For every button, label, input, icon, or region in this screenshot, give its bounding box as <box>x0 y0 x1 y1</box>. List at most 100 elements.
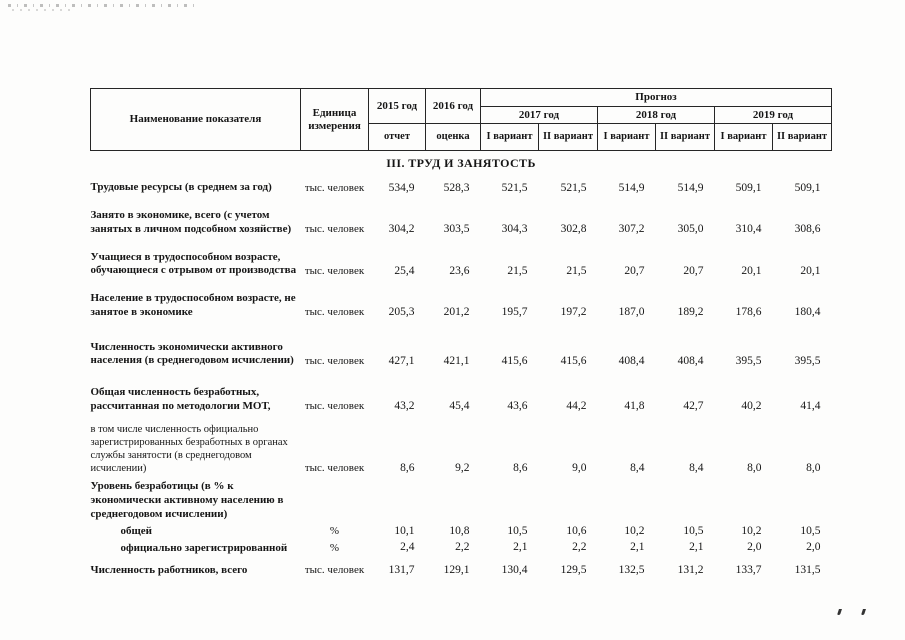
indicator-name: Трудовые ресурсы (в среднем за год) <box>90 181 272 194</box>
value-cell: 2,0 <box>747 541 762 554</box>
value-cell: 20,7 <box>624 264 645 277</box>
table-row: Численность экономически активного насел… <box>91 321 832 370</box>
value-cell: 187,0 <box>618 306 645 319</box>
section-title: III. ТРУД И ЗАНЯТОСТЬ <box>386 156 536 171</box>
header-row-years: 2017 год 2018 год 2019 год <box>91 105 833 125</box>
value-cell: 43,6 <box>507 400 528 413</box>
indicator-name: в том числе численность официально зарег… <box>90 423 288 474</box>
value-cell: 131,5 <box>794 564 821 577</box>
value-cell: 2,1 <box>689 541 704 554</box>
value-cell: 133,7 <box>735 564 762 577</box>
value-cell: 131,7 <box>388 564 415 577</box>
unit-cell: тыс. человек <box>304 264 365 277</box>
value-cell <box>656 476 715 522</box>
indicator-name: Население в трудоспособном возрасте, не … <box>90 292 296 318</box>
value-cell: 2,2 <box>572 541 587 554</box>
value-cell: 534,9 <box>388 181 415 194</box>
col-header-2018: 2018 год <box>597 105 715 125</box>
col-header-unit: Единица измерения <box>300 87 369 152</box>
table-row: Численность работников, всего тыс. челове… <box>91 556 832 579</box>
value-cell: 21,5 <box>566 264 587 277</box>
value-cell: 509,1 <box>794 181 821 194</box>
scan-artifact-bottom-2 <box>861 609 866 615</box>
table-row: Уровень безработицы (в % к экономически … <box>91 476 832 522</box>
value-cell: 408,4 <box>618 354 645 367</box>
value-cell: 395,5 <box>735 354 762 367</box>
value-cell: 415,6 <box>501 354 528 367</box>
unit-cell: тыс. человек <box>304 181 365 194</box>
value-cell: 509,1 <box>735 181 762 194</box>
unit-cell: тыс. человек <box>304 354 365 367</box>
col-subheader-estimate: оценка <box>425 123 481 152</box>
value-cell: 8,6 <box>400 461 415 474</box>
unit-cell: тыс. человек <box>304 400 365 413</box>
value-cell: 521,5 <box>501 181 528 194</box>
value-cell: 408,4 <box>677 354 704 367</box>
value-cell: 195,7 <box>501 306 528 319</box>
value-cell: 10,2 <box>624 524 645 537</box>
value-cell: 305,0 <box>677 223 704 236</box>
value-cell: 201,2 <box>443 306 470 319</box>
value-cell: 180,4 <box>794 306 821 319</box>
value-cell: 130,4 <box>501 564 528 577</box>
labor-employment-table: Наименование показателя Единица измерени… <box>90 87 833 579</box>
col-subheader-2018-variant2: II вариант <box>655 123 715 152</box>
indicator-name: Численность работников, всего <box>90 563 248 576</box>
value-cell: 23,6 <box>449 264 470 277</box>
value-cell: 514,9 <box>618 181 645 194</box>
value-cell: 395,5 <box>794 354 821 367</box>
table-row: Население в трудоспособном возрасте, не … <box>91 279 832 321</box>
value-cell: 10,6 <box>566 524 587 537</box>
table-row: Трудовые ресурсы (в среднем за год) тыс. … <box>91 174 832 196</box>
value-cell: 8,6 <box>513 461 528 474</box>
value-cell: 10,2 <box>741 524 762 537</box>
section-row: III. ТРУД И ЗАНЯТОСТЬ <box>91 151 832 175</box>
table-row: общей% 10,1 10,8 10,5 10,6 10,2 10,5 10,2 10,5 <box>91 522 832 539</box>
value-cell: 20,1 <box>741 264 762 277</box>
value-cell: 132,5 <box>618 564 645 577</box>
value-cell: 8,0 <box>747 461 762 474</box>
value-cell: 310,4 <box>735 223 762 236</box>
value-cell: 10,5 <box>683 524 704 537</box>
indicator-name: Численность экономически активного насел… <box>90 340 294 367</box>
value-cell <box>426 476 481 522</box>
header-row-variants: отчет оценка I вариант II вариант I вари… <box>91 123 833 152</box>
value-cell: 10,8 <box>449 524 470 537</box>
value-cell: 10,5 <box>507 524 528 537</box>
unit-cell: % <box>329 524 340 537</box>
table-header: Наименование показателя Единица измерени… <box>90 87 833 152</box>
value-cell: 303,5 <box>443 223 470 236</box>
header-row-top: Наименование показателя Единица измерени… <box>90 87 833 152</box>
indicator-name: Общая численность безработных, рассчитан… <box>90 386 271 412</box>
value-cell: 45,4 <box>449 400 470 413</box>
col-header-2017: 2017 год <box>480 105 598 125</box>
value-cell: 421,1 <box>443 354 470 367</box>
value-cell: 21,5 <box>507 264 528 277</box>
value-cell: 10,1 <box>394 524 415 537</box>
table-row: Занято в экономике, всего (с учетом заня… <box>91 196 832 238</box>
indicator-name: Учащиеся в трудоспособном возрасте, обуч… <box>90 250 297 277</box>
value-cell: 304,2 <box>388 223 415 236</box>
col-subheader-2017-variant1: I вариант <box>480 123 539 152</box>
col-header-forecast: Прогноз <box>479 88 833 107</box>
value-cell: 205,3 <box>388 306 415 319</box>
value-cell: 8,4 <box>689 461 704 474</box>
value-cell: 9,0 <box>572 461 587 474</box>
value-cell: 308,6 <box>794 223 821 236</box>
col-subheader-2019-variant1: I вариант <box>714 123 773 152</box>
unit-cell <box>301 476 369 522</box>
value-cell <box>773 476 832 522</box>
unit-cell: % <box>329 541 340 554</box>
value-cell: 304,3 <box>501 223 528 236</box>
value-cell: 129,5 <box>560 564 587 577</box>
value-cell <box>481 476 539 522</box>
unit-cell: тыс. человек <box>304 564 365 577</box>
col-header-2016: 2016 год <box>425 87 481 125</box>
indicator-name: Занято в экономике, всего (с учетом заня… <box>90 209 292 235</box>
value-cell <box>539 476 598 522</box>
scan-artifact-top <box>8 4 198 7</box>
value-cell <box>715 476 773 522</box>
col-subheader-2019-variant2: II вариант <box>771 123 833 152</box>
value-cell: 131,2 <box>677 564 704 577</box>
